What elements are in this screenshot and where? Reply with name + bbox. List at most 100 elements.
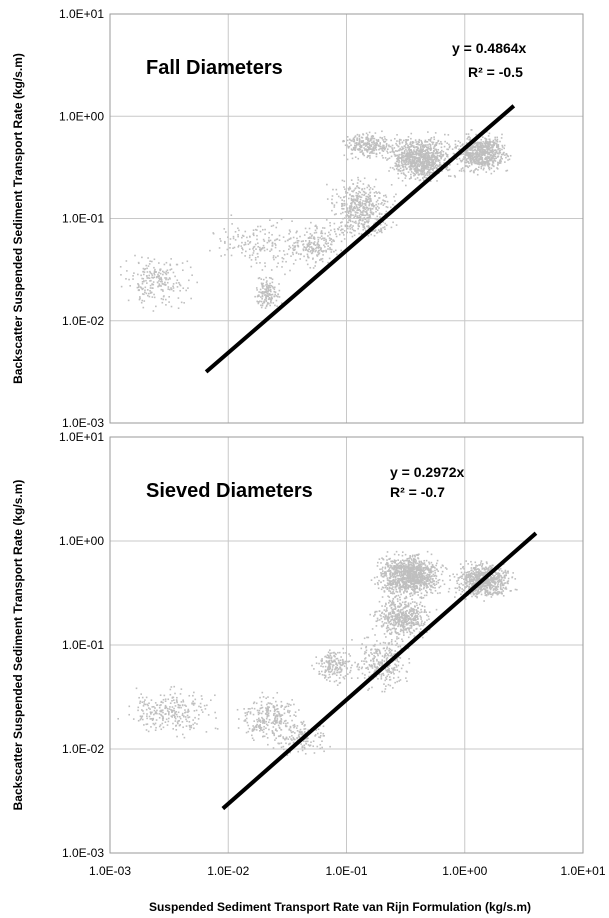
data-point xyxy=(495,150,498,152)
data-point xyxy=(354,661,356,664)
data-point xyxy=(271,732,274,734)
data-point xyxy=(422,150,425,153)
data-point xyxy=(353,234,356,237)
data-point xyxy=(265,709,268,711)
data-point xyxy=(259,727,262,730)
data-point xyxy=(387,584,389,586)
data-point xyxy=(325,669,327,672)
data-point xyxy=(409,168,411,171)
data-point xyxy=(330,670,333,673)
data-point xyxy=(402,664,404,667)
data-point xyxy=(402,152,404,154)
data-point xyxy=(265,276,267,279)
data-point xyxy=(415,141,417,143)
data-point xyxy=(272,721,274,724)
data-point xyxy=(412,622,415,624)
data-point xyxy=(361,643,363,645)
data-point xyxy=(161,301,164,304)
data-point xyxy=(470,160,472,162)
data-point xyxy=(335,235,338,238)
data-point xyxy=(149,289,151,292)
data-point xyxy=(392,612,395,615)
data-point xyxy=(372,146,375,149)
data-point xyxy=(274,712,276,715)
data-point xyxy=(429,152,431,155)
data-point xyxy=(434,569,436,572)
data-point xyxy=(396,150,399,152)
data-point xyxy=(309,266,312,269)
data-point xyxy=(418,625,421,627)
data-point xyxy=(345,195,347,198)
data-point xyxy=(421,166,423,168)
data-point xyxy=(144,289,146,292)
data-point xyxy=(480,162,482,165)
data-point xyxy=(359,204,362,207)
data-point xyxy=(401,621,404,624)
data-point xyxy=(487,144,489,147)
data-point xyxy=(363,191,366,193)
data-point xyxy=(303,744,306,747)
data-point xyxy=(475,160,477,163)
data-point xyxy=(436,165,439,167)
data-point xyxy=(174,717,177,720)
data-point xyxy=(150,291,153,294)
data-point xyxy=(263,285,265,287)
data-point xyxy=(350,144,352,147)
data-point xyxy=(316,254,318,256)
data-point xyxy=(359,148,362,151)
data-point xyxy=(266,711,268,713)
data-point xyxy=(266,241,269,244)
data-point xyxy=(263,249,266,252)
data-point xyxy=(432,164,434,167)
data-point xyxy=(362,228,365,231)
data-point xyxy=(420,150,423,152)
data-point xyxy=(144,699,146,701)
data-point xyxy=(386,617,388,620)
data-point xyxy=(397,632,399,634)
data-point xyxy=(276,704,278,707)
data-point xyxy=(410,132,413,135)
data-point xyxy=(477,147,480,149)
data-point xyxy=(403,139,405,142)
data-point xyxy=(383,609,386,611)
data-point xyxy=(417,610,419,613)
data-point xyxy=(255,724,257,727)
data-point xyxy=(289,725,292,728)
data-point xyxy=(396,582,399,584)
data-point xyxy=(341,221,343,223)
data-point xyxy=(199,702,202,705)
data-point xyxy=(164,277,166,279)
data-point xyxy=(497,144,500,146)
data-point xyxy=(394,583,397,586)
data-point xyxy=(389,566,392,568)
data-point xyxy=(392,597,395,600)
data-point xyxy=(312,250,314,252)
data-point xyxy=(496,140,499,143)
data-point xyxy=(400,148,402,151)
data-point xyxy=(434,165,436,168)
data-point xyxy=(271,730,274,732)
data-point xyxy=(485,145,487,147)
data-point xyxy=(356,217,358,219)
data-point xyxy=(425,149,427,151)
data-point xyxy=(304,752,307,755)
data-point xyxy=(364,142,367,145)
data-point xyxy=(385,603,387,606)
data-point xyxy=(320,258,322,260)
data-point xyxy=(439,164,441,166)
data-point xyxy=(148,715,151,718)
data-point xyxy=(421,171,424,173)
data-point xyxy=(355,144,358,147)
data-point xyxy=(488,147,490,150)
data-point xyxy=(117,717,119,720)
data-point xyxy=(173,707,175,710)
data-point xyxy=(327,655,330,657)
data-point xyxy=(453,174,456,177)
data-point xyxy=(382,199,384,201)
data-point xyxy=(293,714,295,716)
data-point xyxy=(260,306,263,309)
data-point xyxy=(301,722,304,724)
data-point xyxy=(470,129,473,131)
data-point xyxy=(167,278,169,281)
data-point xyxy=(269,239,272,242)
